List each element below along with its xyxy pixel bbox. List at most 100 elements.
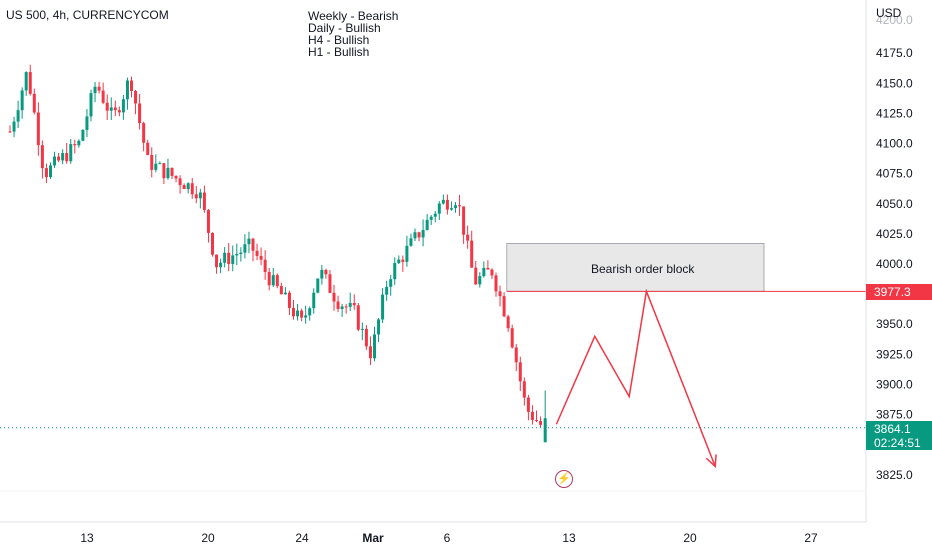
candle-down — [73, 144, 77, 146]
candle-up — [239, 252, 243, 254]
y-tick-label: 3925.0 — [876, 347, 913, 361]
candle-down — [364, 328, 368, 347]
candle-down — [194, 194, 198, 199]
candle-down — [202, 192, 206, 210]
currency-label[interactable]: USD — [876, 6, 902, 20]
candle-up — [454, 205, 457, 209]
candle-up — [393, 263, 397, 280]
candle-down — [142, 123, 146, 143]
candle-down — [539, 420, 543, 425]
candle-down — [458, 205, 462, 207]
candle-down — [275, 275, 279, 287]
candle-down — [170, 167, 174, 176]
candle-up — [271, 275, 275, 286]
candle-down — [267, 272, 271, 286]
bias-notes: Weekly - Bearish Daily - Bullish H4 - Bu… — [308, 10, 398, 58]
candle-down — [32, 93, 36, 113]
candle-up — [49, 165, 52, 178]
candle-up — [121, 99, 125, 113]
candle-up — [89, 93, 93, 117]
y-tick-label: 3875.0 — [876, 408, 913, 422]
candle-down — [146, 142, 150, 155]
candle-down — [113, 107, 117, 111]
lightning-bolt-icon[interactable]: ⚡ — [555, 470, 573, 488]
candle-down — [417, 232, 421, 238]
order-block-label: Bearish order block — [591, 262, 695, 276]
x-tick-label: 27 — [804, 531, 818, 545]
candle-down — [352, 303, 356, 306]
candle-down — [530, 411, 534, 420]
candle-down — [138, 103, 142, 124]
candle-down — [36, 112, 40, 146]
bias-h1: H1 - Bullish — [308, 45, 370, 59]
candle-down — [44, 168, 48, 178]
candle-up — [316, 278, 320, 293]
candle-up — [360, 328, 364, 330]
candle-down — [130, 80, 133, 91]
candle-down — [466, 234, 470, 241]
y-tick-label: 4100.0 — [876, 137, 913, 151]
candle-up — [231, 255, 235, 264]
candle-up — [413, 232, 417, 239]
candle-up — [24, 72, 28, 91]
candle-down — [324, 269, 328, 275]
candle-up — [243, 244, 247, 253]
y-tick-label: 4000.0 — [876, 257, 913, 271]
chart-drawings — [0, 243, 866, 469]
candle-up — [166, 167, 170, 179]
candle-up — [125, 80, 129, 100]
candle-down — [502, 296, 506, 317]
candle-up — [247, 238, 251, 245]
candle-up — [381, 294, 385, 320]
y-tick-label: 3900.0 — [876, 377, 913, 391]
candle-up — [312, 292, 316, 309]
candle-down — [65, 153, 69, 162]
candle-up — [109, 107, 113, 111]
x-tick-label: 20 — [683, 531, 697, 545]
candle-down — [117, 110, 121, 113]
y-tick-label: 4175.0 — [876, 46, 913, 60]
bar-countdown: 02:24:51 — [874, 436, 921, 450]
candle-down — [498, 291, 502, 297]
candle-down — [263, 259, 267, 273]
level-price-tag: 3977.3 — [866, 284, 932, 300]
candle-down — [300, 310, 304, 318]
candle-down — [182, 185, 186, 190]
candle-up — [219, 262, 223, 268]
candle-up — [53, 156, 57, 166]
candle-up — [69, 144, 73, 162]
candle-down — [97, 86, 101, 91]
candle-down — [514, 347, 518, 363]
candle-up — [320, 269, 324, 279]
candle-down — [328, 274, 332, 293]
last-price-tag: 3864.1 02:24:51 — [866, 421, 932, 450]
candle-down — [57, 156, 61, 161]
candle-up — [77, 140, 81, 146]
candle-up — [154, 163, 158, 170]
candle-down — [401, 259, 405, 262]
projection-path — [555, 288, 716, 467]
candle-down — [332, 292, 336, 302]
candle-down — [510, 328, 514, 348]
candle-up — [441, 199, 445, 204]
chart-title: US 500, 4h, CURRENCYCOM — [6, 8, 169, 22]
candle-down — [486, 267, 490, 270]
candle-down — [150, 154, 154, 170]
candle-down — [474, 267, 478, 285]
candle-up — [482, 267, 486, 277]
candle-up — [425, 219, 429, 231]
y-tick-label: 4050.0 — [876, 197, 913, 211]
x-tick-label: 13 — [80, 531, 94, 545]
candle-up — [20, 90, 24, 111]
candle-down — [506, 316, 510, 329]
candle-down — [287, 292, 291, 308]
candle-down — [518, 362, 522, 382]
candle-up — [198, 192, 202, 199]
candle-down — [292, 307, 295, 317]
projection-arrowhead — [705, 454, 717, 469]
y-tick-label: 4025.0 — [876, 227, 913, 241]
y-tick-label: 4150.0 — [876, 76, 913, 90]
candle-up — [385, 286, 389, 295]
bias-daily: Daily - Bullish — [308, 21, 381, 35]
